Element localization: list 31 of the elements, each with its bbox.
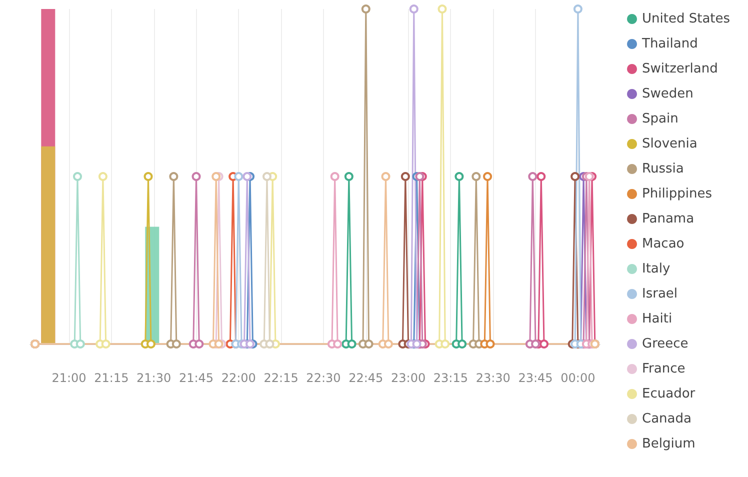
legend-label: Greece (642, 336, 688, 352)
x-tick-label: 21:45 (178, 371, 214, 385)
legend-label: France (642, 362, 686, 376)
x-tick-label: 21:30 (136, 371, 172, 385)
x-tick-label: 23:45 (518, 371, 553, 385)
legend-label: Belgium (642, 436, 696, 452)
x-tick-label: 23:00 (391, 371, 426, 385)
legend-label: Russia (642, 162, 684, 176)
x-tick-label: 22:00 (221, 371, 256, 385)
legend-label: Slovenia (642, 136, 698, 152)
x-tick-label: 22:15 (264, 371, 298, 385)
x-tick-label: 21:15 (94, 371, 129, 385)
legend-label: Israel (642, 286, 678, 302)
legend-label: Canada (642, 412, 692, 426)
x-tick-label: 21:00 (52, 371, 86, 385)
legend-label: Switzerland (642, 62, 718, 76)
x-tick-label: 23:30 (476, 371, 510, 385)
legend-label: Philippines (642, 186, 712, 202)
legend-label: Sweden (642, 86, 694, 102)
legend-label: United States (642, 12, 730, 26)
legend-label: Haiti (642, 312, 672, 326)
x-tick-label: 00:00 (560, 371, 596, 385)
x-tick-label: 22:45 (348, 371, 384, 385)
legend-label: Spain (642, 112, 678, 126)
x-tick-label: 22:30 (306, 371, 341, 385)
x-tick-label: 23:15 (433, 371, 468, 385)
legend-label: Panama (642, 212, 694, 226)
legend-label: Thailand (641, 36, 698, 52)
legend-label: Macao (642, 236, 684, 252)
legend-label: Italy (642, 262, 671, 276)
legend-label: Ecuador (642, 386, 696, 402)
